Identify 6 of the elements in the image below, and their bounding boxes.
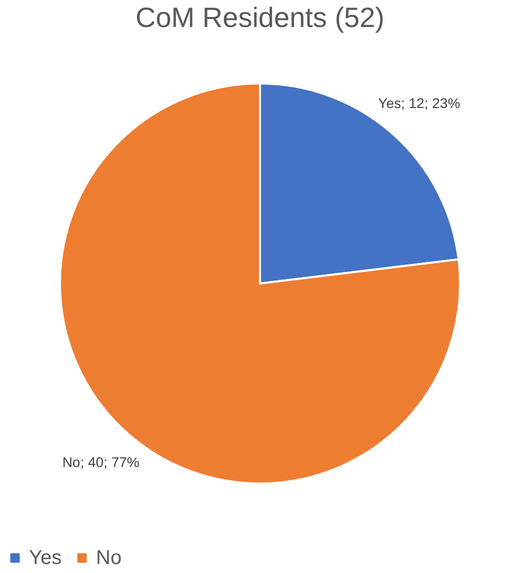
legend-label: No bbox=[96, 547, 122, 569]
legend-label: Yes bbox=[29, 547, 62, 569]
chart-title: CoM Residents (52) bbox=[136, 2, 384, 33]
data-label: No; 40; 77% bbox=[62, 454, 140, 470]
pie-slice bbox=[59, 82, 461, 484]
data-label: Yes; 12; 23% bbox=[378, 94, 460, 111]
